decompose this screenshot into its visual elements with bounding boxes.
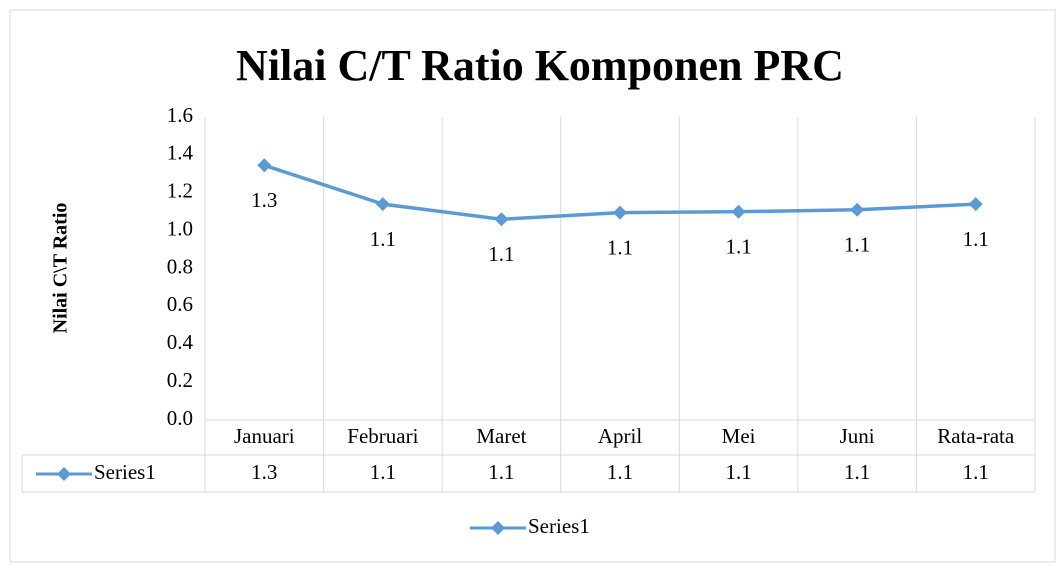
y-tick-label: 0.4 (167, 330, 194, 354)
point-marker (968, 197, 983, 212)
x-tick-label: Rata-rata (937, 424, 1015, 448)
chart-title: Nilai C/T Ratio Komponen PRC (236, 41, 844, 90)
y-tick-label: 0.2 (167, 368, 193, 392)
table-value: 1.3 (251, 460, 277, 484)
table-value: 1.1 (725, 460, 751, 484)
y-axis-title: Nilai C\T Ratio (50, 203, 72, 334)
point-marker (613, 205, 627, 220)
x-tick-label: April (598, 424, 642, 448)
data-label: 1.1 (844, 233, 870, 257)
y-tick-label: 1.6 (167, 103, 193, 127)
data-label: 1.1 (370, 227, 396, 251)
table-value: 1.1 (370, 460, 396, 484)
table-value: 1.1 (488, 460, 514, 484)
x-tick-label: Februari (347, 424, 418, 448)
point-marker (257, 158, 272, 173)
table-value: 1.1 (963, 460, 989, 484)
table-value: 1.1 (607, 460, 633, 484)
x-tick-label: Januari (234, 424, 295, 448)
chart-border (9, 9, 1056, 563)
data-label: 1.1 (963, 227, 989, 251)
data-label: 1.1 (607, 235, 633, 259)
data-label: 1.1 (488, 242, 514, 266)
x-tick-label: Mei (722, 424, 756, 448)
y-tick-label: 1.4 (167, 141, 194, 165)
x-tick-label: Juni (840, 424, 875, 448)
point-marker (850, 202, 865, 217)
legend-label: Series1 (528, 514, 590, 538)
point-marker (494, 212, 509, 227)
point-marker (375, 197, 390, 212)
y-tick-label: 0.6 (167, 292, 193, 316)
y-tick-label: 1.2 (167, 179, 193, 203)
data-label: 1.1 (725, 235, 751, 259)
x-tick-label: Maret (476, 424, 526, 448)
table-value: 1.1 (844, 460, 870, 484)
y-tick-label: 1.0 (167, 216, 193, 240)
y-tick-label: 0.8 (167, 254, 193, 278)
legend-marker (491, 521, 505, 535)
legend-label: Series1 (94, 460, 156, 484)
data-label: 1.3 (251, 188, 277, 212)
point-marker (731, 204, 746, 219)
legend-marker (57, 467, 71, 481)
y-tick-label: 0.0 (167, 406, 193, 430)
